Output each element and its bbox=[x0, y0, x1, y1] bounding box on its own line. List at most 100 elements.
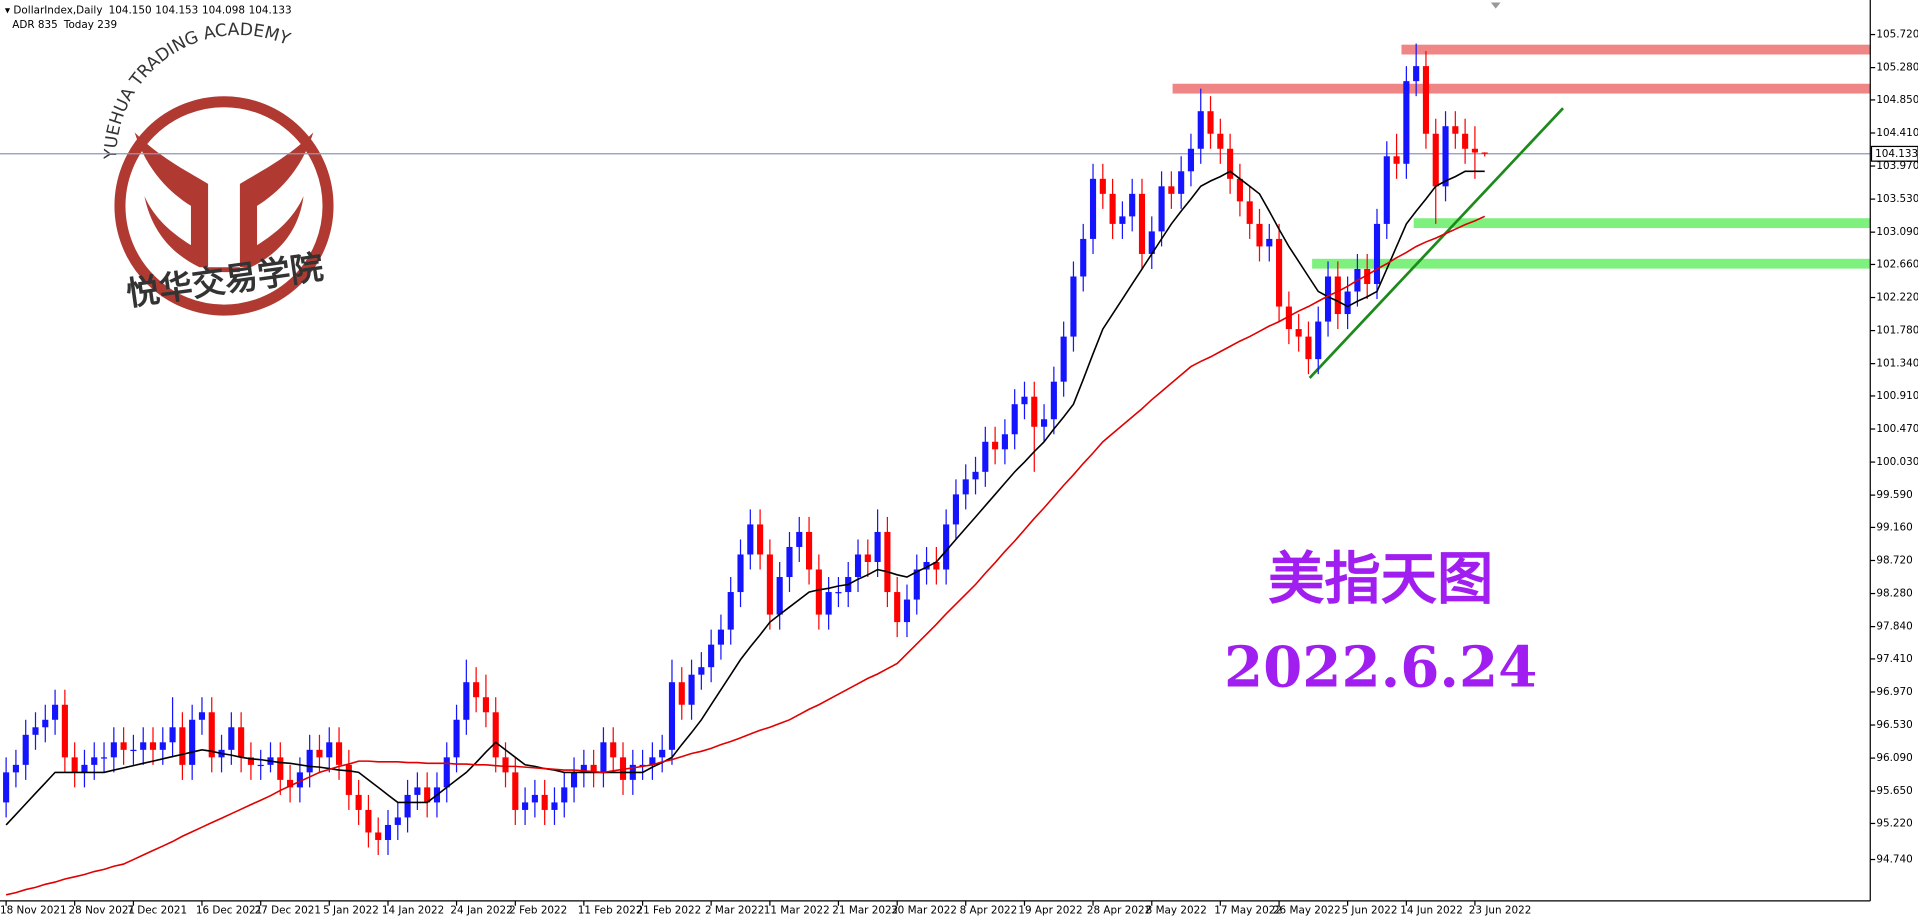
candle-body bbox=[1324, 276, 1332, 322]
x-tick-label: 24 Jan 2022 bbox=[450, 905, 512, 917]
candle-body bbox=[1089, 178, 1097, 239]
candle-body bbox=[1344, 291, 1351, 315]
candle-body bbox=[1373, 223, 1381, 285]
x-tick-label: 27 Dec 2021 bbox=[255, 905, 321, 917]
y-tick-label: 100.470 bbox=[1876, 423, 1918, 435]
header-line: ▾ DollarIndex,Daily 104.150 104.153 104.098… bbox=[5, 4, 292, 16]
annotation-title: 美指天图 bbox=[1268, 546, 1493, 612]
price-label: 104.133 bbox=[1875, 148, 1918, 160]
candle-body bbox=[247, 757, 254, 765]
candle-body bbox=[678, 682, 685, 705]
candle-body bbox=[228, 727, 235, 750]
candle-body bbox=[81, 764, 88, 773]
candle-body bbox=[1109, 193, 1116, 224]
candle-body bbox=[1158, 186, 1165, 232]
candle-body bbox=[1080, 238, 1087, 277]
x-tick-label: 7 Dec 2021 bbox=[127, 905, 187, 917]
menu-arrow: ▾ bbox=[5, 4, 14, 16]
candle-body bbox=[570, 772, 578, 788]
candle-body bbox=[1168, 186, 1175, 194]
candle-body bbox=[443, 757, 450, 788]
y-tick-label: 99.160 bbox=[1876, 521, 1912, 533]
candle-body bbox=[326, 742, 333, 758]
candle-body bbox=[1285, 306, 1292, 330]
y-tick-label: 105.280 bbox=[1876, 62, 1918, 74]
candle-body bbox=[708, 644, 715, 668]
y-tick-label: 98.280 bbox=[1876, 588, 1912, 600]
candle-body bbox=[424, 787, 431, 803]
candle-body bbox=[1001, 434, 1008, 450]
candle-body bbox=[1011, 404, 1018, 435]
ohlc-open: 104.150 bbox=[109, 4, 152, 16]
candle-body bbox=[727, 592, 734, 630]
x-tick-label: 8 May 2022 bbox=[1146, 905, 1207, 917]
y-tick-label: 104.410 bbox=[1876, 127, 1918, 139]
candle-body bbox=[1413, 66, 1420, 82]
candle-body bbox=[531, 794, 538, 803]
candle-body bbox=[238, 727, 245, 758]
x-tick-label: 18 Nov 2021 bbox=[0, 905, 67, 917]
x-tick-label: 16 Dec 2021 bbox=[196, 905, 262, 917]
y-tick-label: 103.970 bbox=[1876, 160, 1918, 172]
candle-body bbox=[3, 772, 10, 803]
candle-body bbox=[1295, 329, 1302, 337]
candle-body bbox=[1393, 156, 1400, 164]
y-tick-label: 96.530 bbox=[1876, 719, 1912, 731]
plot-area bbox=[0, 43, 1871, 896]
candle-body bbox=[1266, 238, 1273, 247]
y-tick-label: 102.220 bbox=[1876, 292, 1918, 304]
candle-body bbox=[952, 494, 959, 525]
y-tick-label: 95.220 bbox=[1876, 817, 1912, 829]
candle-body bbox=[796, 531, 803, 547]
candle-body bbox=[394, 817, 401, 825]
candle-body bbox=[306, 749, 313, 773]
candle-body bbox=[169, 727, 176, 743]
candle-body bbox=[61, 704, 68, 758]
candle-body bbox=[1119, 216, 1126, 224]
candle-body bbox=[1148, 231, 1155, 254]
candle-body bbox=[884, 531, 891, 593]
candle-body bbox=[688, 674, 695, 705]
zone bbox=[1172, 83, 1871, 94]
candle-body bbox=[1236, 178, 1243, 202]
candle-body bbox=[1031, 396, 1038, 427]
candle-body bbox=[287, 779, 294, 788]
x-tick-label: 28 Nov 2021 bbox=[69, 905, 136, 917]
candle-body bbox=[1197, 111, 1204, 149]
y-tick-label: 96.970 bbox=[1876, 686, 1912, 698]
candle-body bbox=[1050, 381, 1057, 420]
candle-body bbox=[453, 719, 460, 758]
ohlc-low: 104.098 bbox=[202, 4, 245, 16]
candle-body bbox=[277, 757, 284, 780]
x-tick-label: 21 Feb 2022 bbox=[636, 905, 701, 917]
y-tick-label: 100.910 bbox=[1876, 390, 1918, 402]
candle-body bbox=[776, 577, 783, 615]
candle-body bbox=[1471, 148, 1478, 153]
candle-body bbox=[1187, 148, 1195, 172]
candle-body bbox=[1276, 238, 1283, 307]
candle-body bbox=[747, 524, 754, 555]
indicator-line: ADR 835 Today 239 bbox=[12, 19, 117, 31]
candle-body bbox=[404, 794, 411, 818]
candle-body bbox=[1178, 171, 1185, 194]
symbol: DollarIndex,Daily bbox=[13, 4, 102, 16]
candle-body bbox=[120, 742, 127, 750]
candle-body bbox=[1070, 276, 1077, 337]
y-tick-label: 102.660 bbox=[1876, 258, 1918, 270]
candle-body bbox=[159, 742, 166, 750]
candle-body bbox=[1129, 193, 1136, 217]
candle-body bbox=[903, 599, 911, 623]
candle-body bbox=[189, 719, 196, 765]
candle-body bbox=[717, 629, 724, 645]
candle-body bbox=[923, 561, 930, 570]
moving-average bbox=[5, 170, 1485, 826]
candle-body bbox=[140, 742, 147, 750]
candle-body bbox=[551, 802, 558, 810]
x-tick-label: 21 Mar 2022 bbox=[832, 905, 898, 917]
logo-ring bbox=[114, 96, 334, 316]
candle-body bbox=[365, 809, 372, 833]
candle-body bbox=[91, 757, 98, 765]
candle-body bbox=[335, 742, 343, 765]
today: Today 239 bbox=[63, 19, 117, 31]
